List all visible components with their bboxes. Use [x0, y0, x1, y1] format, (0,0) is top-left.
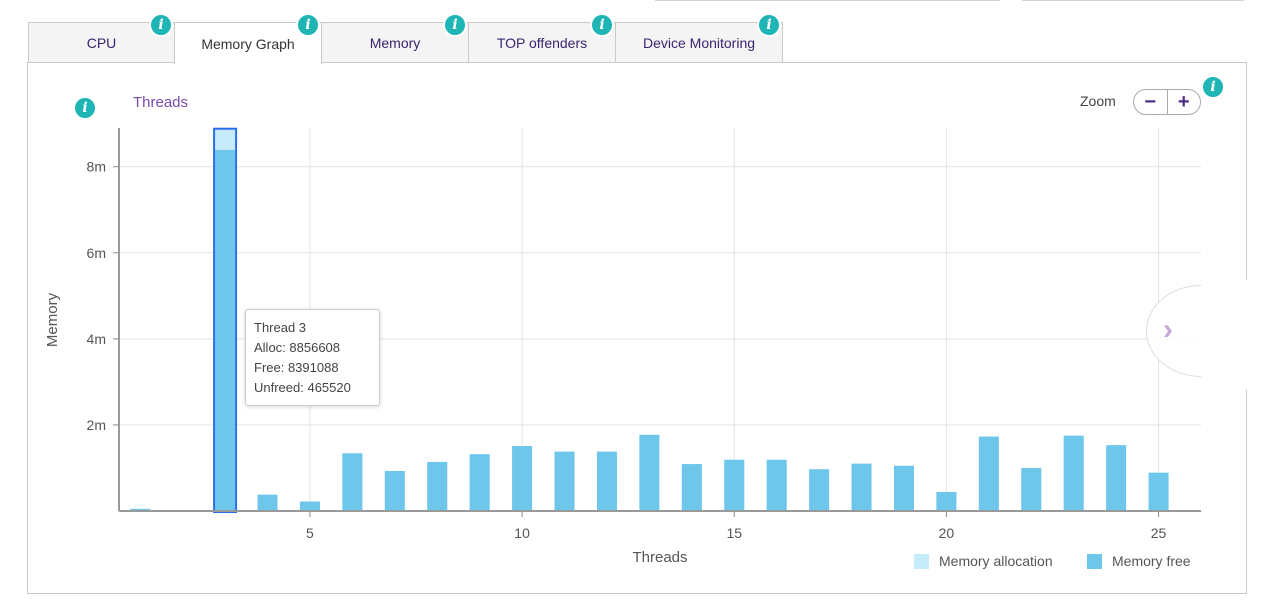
device-monitoring-info-icon[interactable]: i: [757, 13, 781, 37]
legend-swatch-allocation: [914, 553, 929, 569]
bar-free: [427, 461, 448, 511]
bar-free: [851, 463, 872, 511]
tab-cpu[interactable]: CPU: [28, 22, 175, 62]
bar-free: [936, 492, 957, 511]
zoom-in-button[interactable]: +: [1177, 91, 1190, 113]
y-tick-label: 6m: [87, 245, 106, 261]
zoom-divider: [1166, 90, 1168, 114]
y-tick-label: 8m: [87, 159, 106, 175]
tab-memory[interactable]: Memory: [321, 22, 469, 62]
tab-device-monitoring[interactable]: Device Monitoring: [615, 22, 783, 62]
bar-free: [1106, 445, 1127, 511]
tab-label: Memory: [369, 34, 421, 51]
bar-free: [809, 469, 830, 511]
zoom-label: Zoom: [1080, 93, 1116, 109]
bar-free: [724, 459, 745, 511]
x-tick-label: 10: [514, 525, 530, 541]
next-page-mask: [1201, 280, 1273, 390]
x-tick-label: 5: [306, 525, 314, 541]
bar-free: [384, 470, 405, 511]
bar-free: [554, 451, 575, 511]
x-tick-label: 25: [1151, 525, 1167, 541]
bar-free: [215, 149, 236, 511]
cpu-info-icon[interactable]: i: [149, 13, 173, 37]
bar-free: [299, 501, 320, 511]
zoom-info-icon[interactable]: i: [1201, 75, 1225, 99]
legend-swatch-free: [1087, 553, 1102, 569]
bar-free: [1148, 472, 1169, 511]
bar-free: [1021, 467, 1042, 511]
bar-free: [257, 494, 278, 511]
next-page-arrow-icon[interactable]: ›: [1163, 313, 1173, 346]
x-tick-label: 15: [726, 525, 742, 541]
bar-free: [512, 446, 533, 511]
y-tick-label: 4m: [87, 331, 106, 347]
tab-label: Device Monitoring: [642, 34, 756, 51]
tab-label: TOP offenders: [496, 34, 588, 51]
y-axis-title: Memory: [44, 292, 61, 347]
x-axis-title: Threads: [632, 549, 687, 566]
bar-free: [766, 459, 787, 511]
zoom-out-button[interactable]: −: [1144, 91, 1157, 113]
bar-free: [893, 465, 914, 511]
bar-free: [130, 508, 151, 511]
bar-free: [469, 454, 490, 511]
y-tick-label: 2m: [87, 417, 106, 433]
legend-item-free[interactable]: Memory free: [1087, 553, 1191, 569]
top-divider-right: [1022, 0, 1244, 1]
chart-info-icon[interactable]: i: [73, 96, 97, 120]
top-offenders-info-icon[interactable]: i: [590, 13, 614, 37]
bar-free: [639, 434, 660, 511]
chart-subtitle: Threads: [133, 94, 189, 111]
memory-graph-info-icon[interactable]: i: [296, 13, 320, 37]
top-divider-left: [655, 0, 1000, 1]
bar-free: [596, 451, 617, 511]
bar-free: [342, 453, 363, 511]
tooltip-title: Thread 3: [254, 320, 307, 335]
bar-free: [1063, 435, 1084, 511]
tab-label: Memory Graph: [201, 35, 295, 52]
memory-info-icon[interactable]: i: [443, 13, 467, 37]
legend-item-allocation[interactable]: Memory allocation: [914, 553, 1053, 569]
tooltip-alloc: Alloc: 8856608: [254, 340, 341, 355]
bar-free: [681, 464, 702, 511]
zoom-control: − +: [1133, 89, 1201, 115]
bar-free: [978, 436, 999, 511]
bar-tooltip: Thread 3 Alloc: 8856608 Free: 8391088 Un…: [245, 309, 380, 406]
x-tick-label: 20: [939, 525, 955, 541]
legend-label-allocation: Memory allocation: [939, 553, 1053, 569]
tab-label: CPU: [86, 34, 117, 51]
tooltip-free: Free: 8391088: [254, 360, 339, 375]
legend-label-free: Memory free: [1112, 553, 1191, 569]
tooltip-unfreed: Unfreed: 465520: [254, 380, 351, 395]
